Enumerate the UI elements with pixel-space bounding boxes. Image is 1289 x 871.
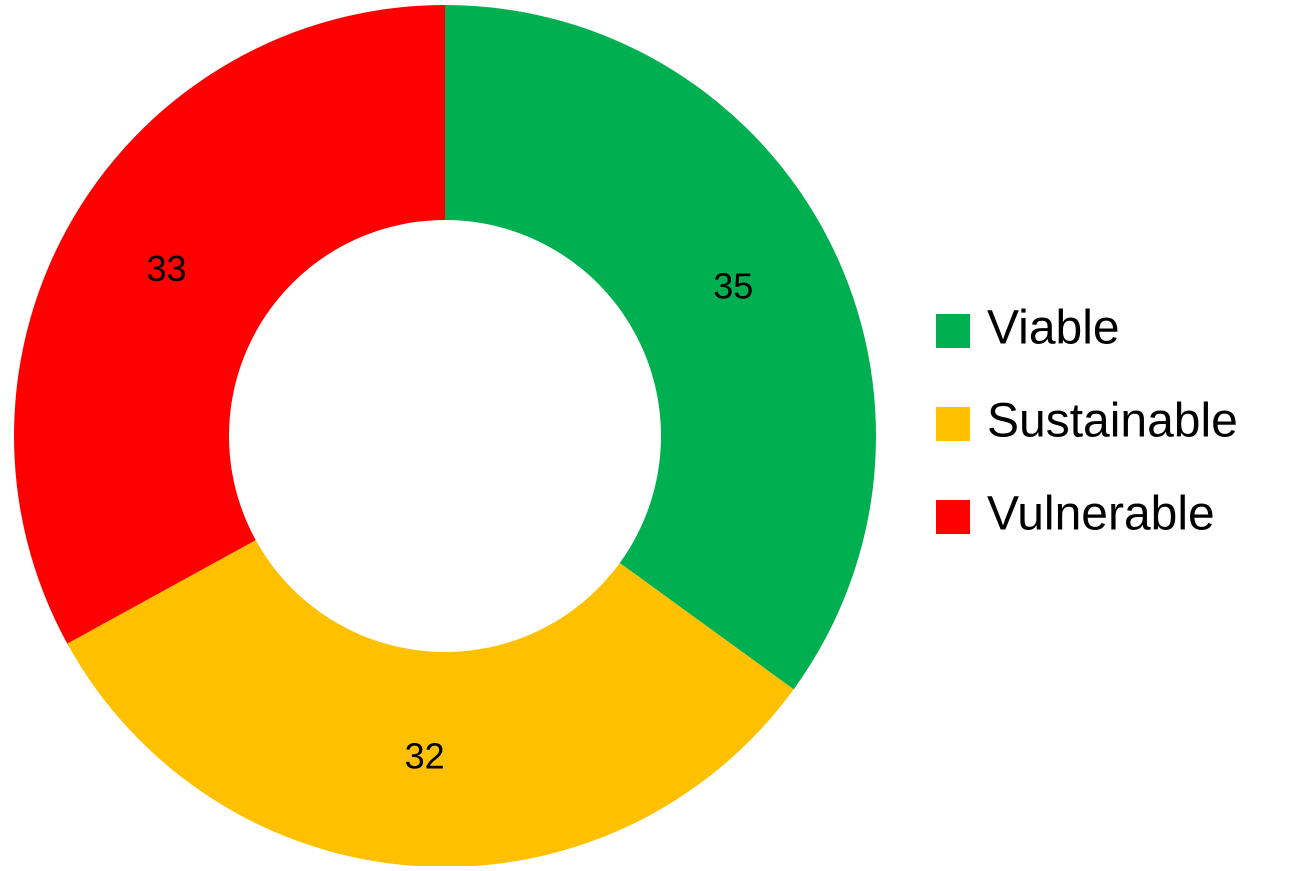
legend-swatch [936,314,970,348]
data-label: 32 [405,735,445,776]
data-label: 35 [713,266,753,307]
legend-label: Vulnerable [987,488,1215,541]
legend-label: Viable [987,302,1120,355]
donut-slice [14,5,446,644]
legend-swatch [936,500,970,534]
legend-swatch [936,407,970,441]
legend-label: Sustainable [987,395,1238,448]
donut-slice [67,540,794,867]
donut-slice [445,5,876,690]
data-label: 33 [147,248,187,289]
